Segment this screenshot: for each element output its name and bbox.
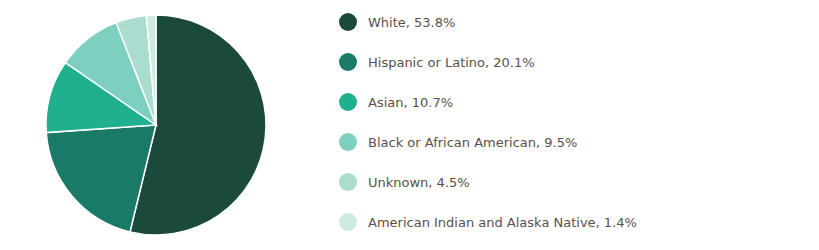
legend-label: Black or African American, 9.5% xyxy=(368,135,577,150)
pie xyxy=(46,15,266,235)
legend-swatch xyxy=(339,53,357,71)
legend-item: Asian, 10.7% xyxy=(339,93,453,111)
legend-item: Hispanic or Latino, 20.1% xyxy=(339,53,535,71)
legend-label: Asian, 10.7% xyxy=(368,95,453,110)
slice xyxy=(116,15,156,125)
chart: White, 53.8% Hispanic or Latino, 20.1% Asi… xyxy=(0,0,819,250)
legend-item: American Indian and Alaska Native, 1.4% xyxy=(339,213,637,231)
legend-label: American Indian and Alaska Native, 1.4% xyxy=(368,215,637,230)
legend-label: White, 53.8% xyxy=(368,15,455,30)
legend-item: White, 53.8% xyxy=(339,13,455,31)
legend-item: Black or African American, 9.5% xyxy=(339,133,577,151)
legend-swatch xyxy=(339,173,357,191)
legend-swatch xyxy=(339,213,357,231)
legend-swatch xyxy=(339,13,357,31)
slice xyxy=(46,125,156,232)
legend-label: Hispanic or Latino, 20.1% xyxy=(368,55,535,70)
slice xyxy=(146,15,156,125)
legend-swatch xyxy=(339,133,357,151)
legend-item: Unknown, 4.5% xyxy=(339,173,470,191)
legend: White, 53.8% Hispanic or Latino, 20.1% Asi… xyxy=(339,13,637,231)
legend-swatch xyxy=(339,93,357,111)
legend-label: Unknown, 4.5% xyxy=(368,175,470,190)
